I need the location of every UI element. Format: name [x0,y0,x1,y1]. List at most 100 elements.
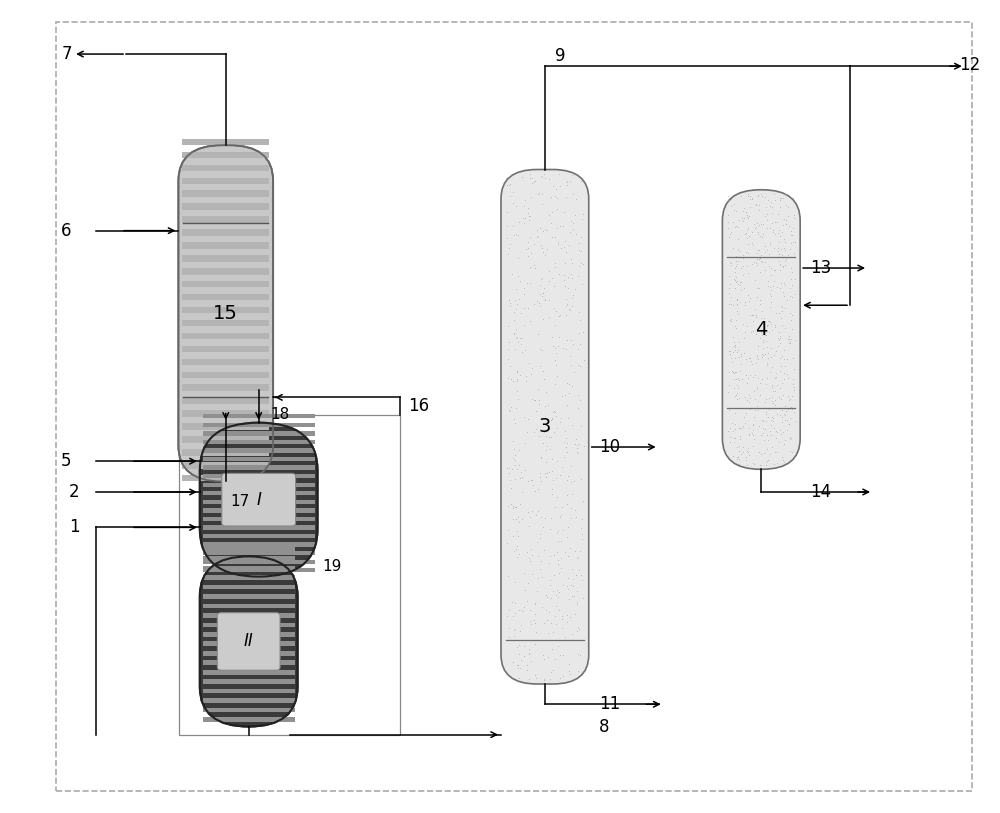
Point [732,433,748,446]
Point [722,314,738,327]
Point [528,404,544,417]
Point [732,429,748,442]
Point [544,206,560,219]
Point [784,389,800,402]
Point [532,467,548,480]
Point [557,280,573,293]
Point [768,424,784,437]
Point [530,188,546,201]
Point [777,414,793,427]
Bar [203,660,295,665]
Point [524,172,540,185]
Point [731,213,747,226]
Point [728,249,744,262]
Point [731,453,747,466]
Bar [203,440,315,444]
Bar [203,534,315,538]
Point [569,441,585,454]
Point [537,249,553,262]
Point [765,224,781,237]
Point [563,333,579,346]
Point [757,396,773,409]
Point [502,297,518,310]
Bar [182,437,269,442]
Point [507,596,523,609]
Point [728,366,744,379]
Point [737,390,753,403]
Point [731,440,747,453]
Point [745,238,761,251]
Point [524,505,540,518]
Point [730,308,746,321]
Point [559,178,575,191]
Point [534,571,550,584]
Point [753,459,769,472]
Point [532,471,548,484]
Bar [203,491,315,495]
Point [522,277,538,290]
Point [569,585,585,598]
Point [760,351,776,364]
Point [562,611,578,624]
Point [564,488,580,501]
Point [755,228,771,241]
Point [723,315,739,328]
Point [738,450,754,463]
Bar [182,177,269,184]
Point [757,240,773,253]
Point [730,343,746,356]
Bar [203,542,315,546]
Point [723,225,739,238]
Point [765,412,781,425]
FancyBboxPatch shape [178,146,273,481]
Point [722,345,738,358]
Point [738,454,754,467]
Point [732,295,748,308]
Point [735,401,751,414]
Point [754,231,770,244]
Point [753,325,769,338]
Point [547,318,563,331]
Point [547,189,563,202]
Text: 17: 17 [231,494,250,509]
Point [758,408,774,421]
Point [502,474,518,487]
Point [552,672,568,685]
Text: 5: 5 [61,452,72,470]
Point [728,372,744,385]
Point [727,390,743,403]
Point [750,189,766,202]
Point [521,646,537,659]
Point [519,663,535,676]
Bar [203,414,315,419]
Point [771,390,787,403]
Point [748,198,764,211]
Point [720,208,736,221]
Point [556,269,572,282]
Point [532,563,548,576]
Point [507,342,523,355]
Point [764,441,780,454]
Point [569,551,585,564]
Point [730,242,746,255]
Point [727,319,743,332]
Point [786,211,802,224]
Point [517,343,533,356]
Point [764,390,780,403]
Point [505,655,521,668]
Point [752,298,768,311]
Point [745,423,761,436]
Point [563,359,579,372]
Point [752,229,768,242]
Point [559,608,575,621]
Point [764,200,780,213]
Point [757,328,773,341]
Point [540,650,556,663]
Point [510,392,526,405]
Point [502,404,518,417]
Point [499,461,515,474]
Point [530,229,546,242]
Point [776,212,792,225]
Point [518,375,534,388]
Point [574,527,590,540]
